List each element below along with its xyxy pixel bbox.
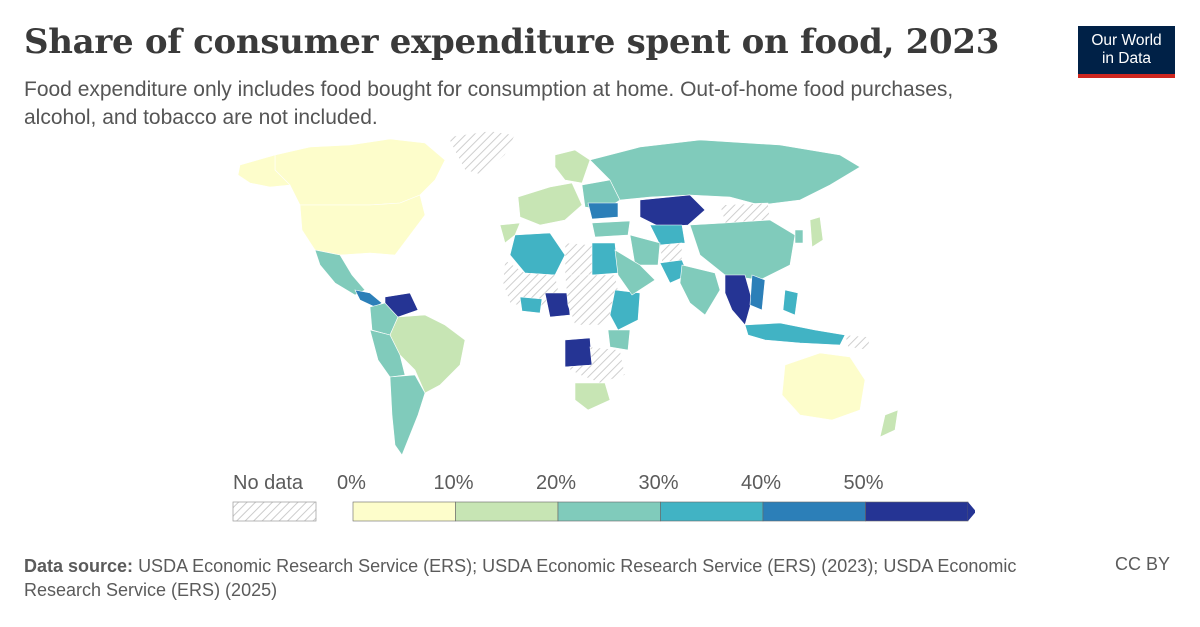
region-korea[interactable] (794, 229, 804, 244)
region-central-asia[interactable] (649, 224, 686, 246)
region-new-zealand[interactable] (879, 409, 899, 438)
region-central-africa[interactable] (564, 274, 621, 326)
logo-line-2: in Data (1101, 50, 1152, 67)
region-angola[interactable] (564, 337, 593, 368)
region-nigeria[interactable] (544, 292, 571, 318)
region-kazakhstan[interactable] (639, 194, 706, 228)
region-japan[interactable] (809, 216, 824, 248)
world-map[interactable] (220, 125, 920, 470)
region-ukraine[interactable] (587, 202, 619, 220)
legend-bin-5[interactable] (865, 501, 969, 522)
region-turkey[interactable] (591, 220, 631, 238)
region-scandinavia[interactable] (554, 149, 591, 184)
region-egypt[interactable] (591, 242, 619, 276)
region-libya[interactable] (564, 242, 593, 276)
legend-no-data-label: No data (233, 472, 304, 494)
legend-tick-label: 20% (536, 472, 577, 494)
legend-color-scale (232, 501, 975, 522)
legend-tick-label: 10% (433, 472, 474, 494)
chart-subtitle: Food expenditure only includes food boug… (24, 78, 954, 129)
region-morocco[interactable] (499, 222, 521, 244)
region-mongolia[interactable] (719, 202, 771, 224)
region-russia[interactable] (589, 139, 861, 206)
logo-line-1: Our World (1091, 32, 1162, 49)
region-indonesia[interactable] (744, 322, 846, 346)
region-greenland[interactable] (447, 130, 516, 176)
region-western-europe[interactable] (517, 182, 583, 226)
legend-bin-2[interactable] (557, 501, 661, 522)
legend-tick-label: 30% (638, 472, 679, 494)
legend-no-data-swatch[interactable] (232, 501, 317, 522)
region-mexico[interactable] (314, 249, 366, 296)
region-ethiopia-kenya[interactable] (609, 289, 641, 331)
license-label[interactable]: CC BY (1114, 554, 1170, 574)
region-philippines[interactable] (782, 289, 799, 316)
legend-tick-label: 50% (843, 472, 884, 494)
region-china[interactable] (689, 219, 796, 281)
region-myanmar-thailand[interactable] (724, 274, 753, 326)
legend-tick-label: 40% (741, 472, 782, 494)
region-south-africa[interactable] (574, 382, 611, 411)
legend-arrow (968, 502, 975, 521)
region-united-states[interactable] (299, 194, 426, 256)
source-label: Data source: (24, 556, 134, 576)
legend-tick-label: 0% (337, 472, 366, 494)
region-saudi-arabia[interactable] (614, 249, 656, 296)
chart-title: Share of consumer expenditure spent on f… (24, 22, 1000, 62)
legend-bin-0[interactable] (352, 501, 456, 522)
region-papua[interactable] (844, 334, 871, 351)
owid-logo[interactable]: Our World in Data (1078, 26, 1175, 78)
region-ghana-area[interactable] (519, 296, 543, 314)
region-australia[interactable] (781, 352, 866, 421)
region-iran[interactable] (629, 234, 661, 266)
footer-source: Data source: USDA Economic Research Serv… (24, 554, 1044, 602)
legend-bin-3[interactable] (660, 501, 764, 522)
region-argentina[interactable] (389, 374, 426, 456)
region-afghanistan[interactable] (659, 242, 683, 264)
region-alaska[interactable] (237, 154, 291, 188)
region-southern-africa[interactable] (563, 346, 626, 384)
region-india[interactable] (679, 264, 721, 316)
legend-bin-4[interactable] (762, 501, 866, 522)
source-text: USDA Economic Research Service (ERS); US… (24, 556, 1017, 600)
logo-accent-bar (1078, 74, 1175, 78)
region-vietnam[interactable] (749, 274, 766, 311)
region-tanzania[interactable] (607, 329, 631, 351)
region-central-america[interactable] (354, 289, 383, 308)
region-peru-bolivia[interactable] (369, 329, 406, 378)
legend-bin-1[interactable] (455, 501, 559, 522)
